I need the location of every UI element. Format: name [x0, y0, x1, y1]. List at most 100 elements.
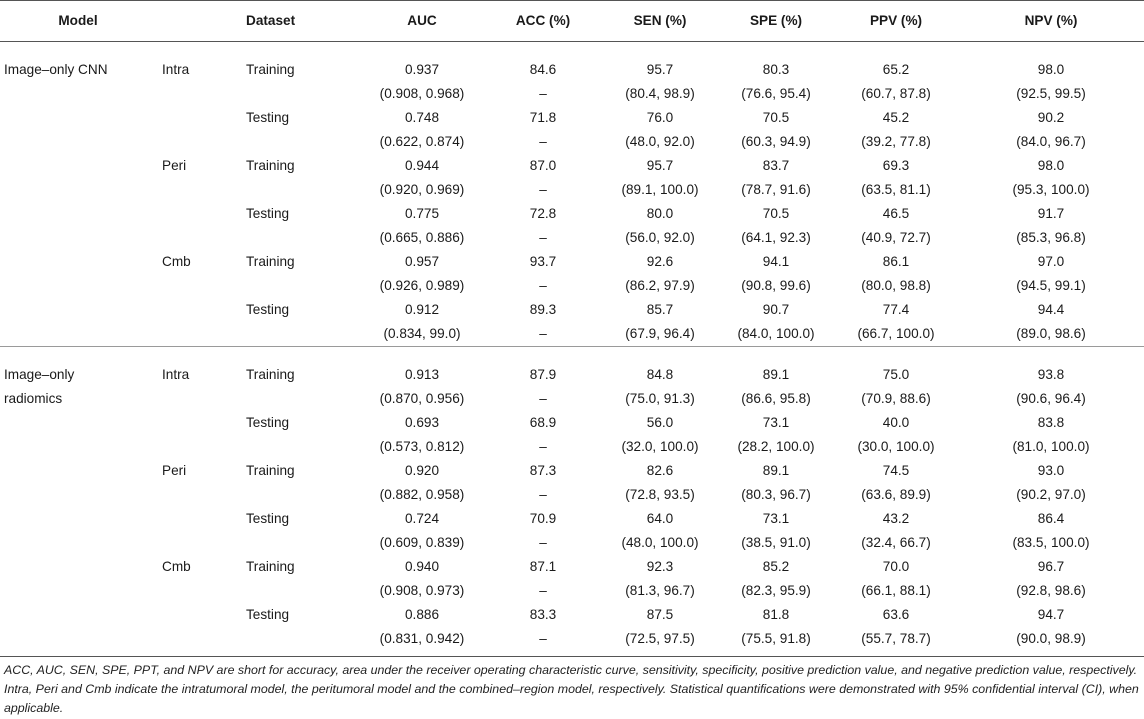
sen-cell: 56.0 (32.0, 100.0)	[602, 411, 718, 459]
table-row: Image–only CNN Intra Training 0.937 (0.908, …	[0, 42, 1144, 107]
header-spe: SPE (%)	[718, 0, 834, 42]
ppv-ci: (55.7, 78.7)	[861, 631, 931, 646]
sen-value: 87.5	[646, 607, 674, 622]
table-row: Testing 0.886 (0.831, 0.942) 83.3 – 87.5 (72.5…	[0, 603, 1144, 651]
acc-ci: –	[539, 326, 547, 341]
sen-ci: (81.3, 96.7)	[625, 583, 695, 598]
ppv-value: 74.5	[882, 463, 910, 478]
ppv-cell: 43.2 (32.4, 66.7)	[834, 507, 958, 555]
auc-ci: (0.870, 0.956)	[379, 391, 465, 406]
auc-value: 0.724	[404, 511, 440, 526]
spe-value: 89.1	[762, 463, 790, 478]
ppv-value: 77.4	[882, 302, 910, 317]
model-cell: Image–only CNN	[0, 42, 162, 107]
acc-value: 87.3	[529, 463, 557, 478]
acc-cell: 71.8 –	[484, 106, 602, 154]
table-header-row: Model Dataset AUC ACC (%) SEN (%) SPE (%…	[0, 0, 1144, 42]
acc-value: 89.3	[529, 302, 557, 317]
ppv-value: 69.3	[882, 158, 910, 173]
sen-ci: (89.1, 100.0)	[621, 182, 699, 197]
ppv-ci: (60.7, 87.8)	[861, 86, 931, 101]
ppv-ci: (39.2, 77.8)	[861, 134, 931, 149]
npv-cell: 90.2 (84.0, 96.7)	[958, 106, 1144, 154]
spe-value: 73.1	[762, 511, 790, 526]
header-sen: SEN (%)	[602, 0, 718, 42]
model-cell	[0, 555, 162, 603]
spe-cell: 94.1 (90.8, 99.6)	[718, 250, 834, 298]
npv-cell: 83.8 (81.0, 100.0)	[958, 411, 1144, 459]
sen-ci: (48.0, 100.0)	[621, 535, 699, 550]
spe-cell: 73.1 (28.2, 100.0)	[718, 411, 834, 459]
sen-cell: 84.8 (75.0, 91.3)	[602, 346, 718, 411]
sen-cell: 95.7 (89.1, 100.0)	[602, 154, 718, 202]
spe-cell: 70.5 (60.3, 94.9)	[718, 106, 834, 154]
ppv-value: 75.0	[882, 367, 910, 382]
sen-value: 56.0	[646, 415, 674, 430]
sen-cell: 92.3 (81.3, 96.7)	[602, 555, 718, 603]
sen-cell: 87.5 (72.5, 97.5)	[602, 603, 718, 651]
region-cell	[162, 411, 242, 459]
spe-ci: (84.0, 100.0)	[737, 326, 815, 341]
dataset-cell: Testing	[246, 607, 290, 622]
npv-value: 97.0	[1037, 254, 1065, 269]
footnote-rule	[0, 656, 1144, 657]
model-name: radiomics	[4, 391, 63, 406]
spe-ci: (90.8, 99.6)	[741, 278, 811, 293]
model-cell	[0, 250, 162, 298]
auc-ci: (0.831, 0.942)	[379, 631, 465, 646]
npv-ci: (84.0, 96.7)	[1016, 134, 1086, 149]
npv-ci: (95.3, 100.0)	[1012, 182, 1090, 197]
auc-cell: 0.957 (0.926, 0.989)	[360, 250, 484, 298]
spe-cell: 85.2 (82.3, 95.9)	[718, 555, 834, 603]
header-dataset: Dataset	[242, 0, 360, 42]
spe-ci: (28.2, 100.0)	[737, 439, 815, 454]
npv-cell: 96.7 (92.8, 98.6)	[958, 555, 1144, 603]
dataset-cell: Testing	[246, 302, 290, 317]
npv-value: 86.4	[1037, 511, 1065, 526]
acc-cell: 83.3 –	[484, 603, 602, 651]
auc-value: 0.913	[404, 367, 440, 382]
model-cell	[0, 507, 162, 555]
acc-cell: 87.0 –	[484, 154, 602, 202]
model-cell	[0, 154, 162, 202]
acc-ci: –	[539, 230, 547, 245]
spe-ci: (80.3, 96.7)	[741, 487, 811, 502]
header-auc: AUC	[360, 0, 484, 42]
model-cell	[0, 459, 162, 507]
auc-ci: (0.908, 0.968)	[379, 86, 465, 101]
spe-ci: (75.5, 91.8)	[741, 631, 811, 646]
acc-value: 68.9	[529, 415, 557, 430]
sen-cell: 76.0 (48.0, 92.0)	[602, 106, 718, 154]
sen-ci: (75.0, 91.3)	[625, 391, 695, 406]
acc-ci: –	[539, 182, 547, 197]
region-cell: Intra	[162, 346, 242, 411]
region-cell: Intra	[162, 62, 190, 77]
ppv-value: 45.2	[882, 110, 910, 125]
region-cell	[162, 507, 242, 555]
auc-value: 0.912	[404, 302, 440, 317]
table-row: Testing 0.693 (0.573, 0.812) 68.9 – 56.0 (32.0…	[0, 411, 1144, 459]
spe-ci: (82.3, 95.9)	[741, 583, 811, 598]
acc-ci: –	[539, 535, 547, 550]
acc-ci: –	[539, 86, 547, 101]
npv-value: 94.7	[1037, 607, 1065, 622]
auc-ci: (0.665, 0.886)	[379, 230, 465, 245]
ppv-cell: 45.2 (39.2, 77.8)	[834, 106, 958, 154]
results-table: Model Dataset AUC ACC (%) SEN (%) SPE (%…	[0, 0, 1144, 651]
npv-value: 94.4	[1037, 302, 1065, 317]
sen-cell: 95.7 (80.4, 98.9)	[602, 42, 718, 107]
auc-value: 0.748	[404, 110, 440, 125]
spe-value: 89.1	[762, 367, 790, 382]
sen-ci: (80.4, 98.9)	[625, 86, 695, 101]
npv-cell: 94.7 (90.0, 98.9)	[958, 603, 1144, 651]
spe-cell: 70.5 (64.1, 92.3)	[718, 202, 834, 250]
sen-cell: 85.7 (67.9, 96.4)	[602, 298, 718, 347]
sen-value: 64.0	[646, 511, 674, 526]
acc-value: 70.9	[529, 511, 557, 526]
spe-cell: 81.8 (75.5, 91.8)	[718, 603, 834, 651]
model-cell	[0, 106, 162, 154]
npv-value: 83.8	[1037, 415, 1065, 430]
dataset-cell: Training	[246, 158, 295, 173]
spe-cell: 73.1 (38.5, 91.0)	[718, 507, 834, 555]
ppv-cell: 40.0 (30.0, 100.0)	[834, 411, 958, 459]
